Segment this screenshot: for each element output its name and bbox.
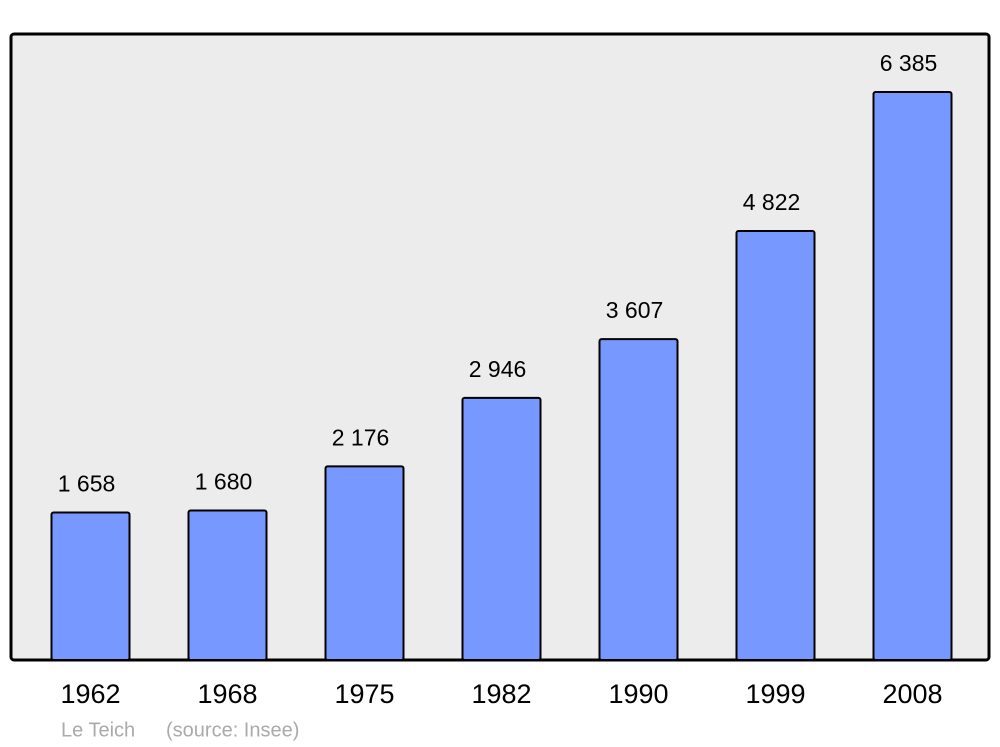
x-tick-label: 1962 xyxy=(60,679,120,709)
x-tick-label: 1982 xyxy=(471,679,531,709)
value-label: 3 607 xyxy=(606,297,664,323)
value-label: 1 658 xyxy=(58,471,116,497)
value-label: 1 680 xyxy=(195,469,253,495)
bar xyxy=(735,230,816,661)
bar xyxy=(324,465,405,661)
caption: Le Teich xyxy=(61,719,135,741)
value-label: 6 385 xyxy=(880,50,938,76)
bar xyxy=(598,338,679,661)
bar xyxy=(461,396,542,661)
bar xyxy=(872,91,953,661)
value-label: 2 946 xyxy=(469,356,527,382)
x-tick-label: 2008 xyxy=(882,679,942,709)
x-tick-label: 1975 xyxy=(334,679,394,709)
bar xyxy=(187,509,268,661)
value-label: 2 176 xyxy=(332,425,390,451)
source: (source: Insee) xyxy=(166,719,299,741)
x-tick-label: 1999 xyxy=(745,679,805,709)
value-label: 4 822 xyxy=(743,189,801,215)
x-tick-label: 1968 xyxy=(197,679,257,709)
bar xyxy=(50,511,131,662)
x-tick-label: 1990 xyxy=(608,679,668,709)
